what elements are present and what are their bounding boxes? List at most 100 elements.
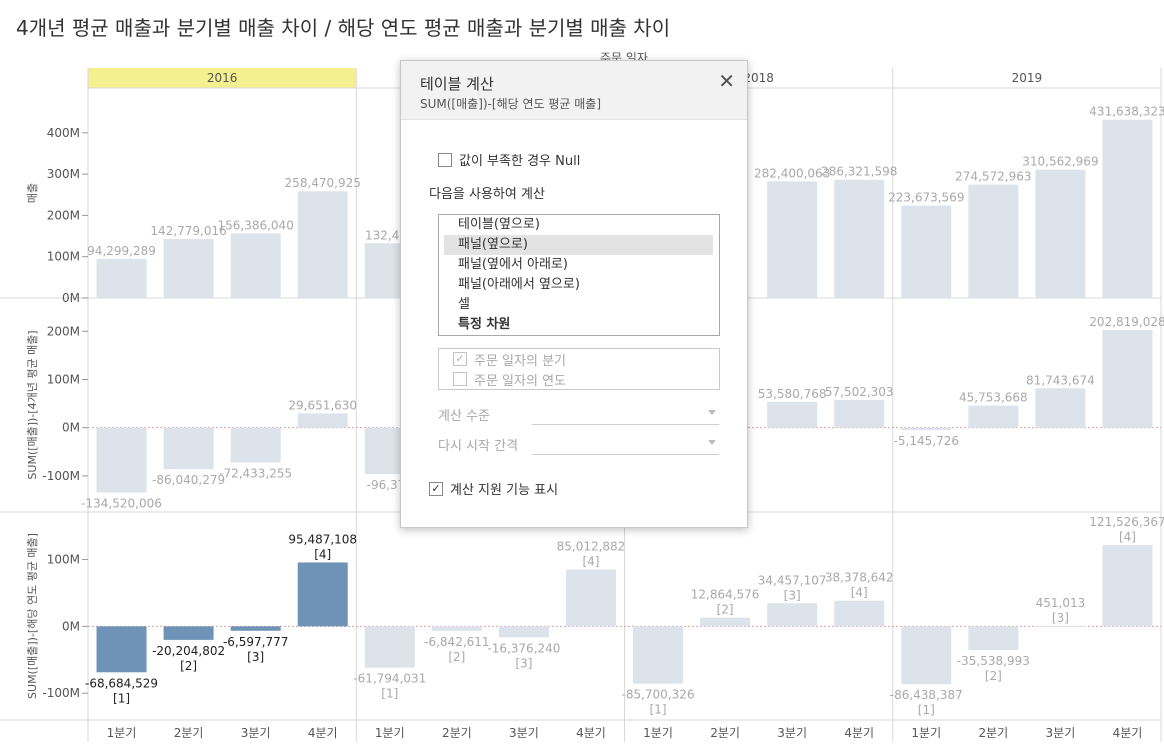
bar [364,626,415,668]
year-header-highlight [88,68,357,88]
y-tick-label: -100M [42,469,80,483]
table-calculation-dialog[interactable]: 테이블 계산 SUM([매출])-[해당 연도 평균 매출] ✕ 값이 부족한 … [400,60,748,528]
rank-label: [4] [1119,530,1136,544]
data-label: 121,526,367 [1089,515,1164,529]
rank-label: [2] [985,669,1002,683]
bar [901,626,952,685]
data-label: 156,386,040 [217,218,293,232]
show-assist-checkbox[interactable]: ✓ [429,481,443,496]
dimension-label: 주문 일자의 연도 [474,373,566,389]
compute-option[interactable]: 패널(아래에서 옆으로) [458,277,580,292]
bar [1102,329,1153,428]
bar [498,626,549,638]
close-icon[interactable]: ✕ [718,69,735,93]
dimension-checkbox-year [453,372,467,386]
bar [297,191,348,298]
bar [968,626,1019,651]
x-tick-label: 2분기 [174,726,204,740]
data-label: -86,040,279 [152,473,225,487]
y-tick-label: 300M [47,167,80,181]
y-tick-label: 0M [62,421,80,435]
compute-option[interactable]: 패널(옆에서 아래로) [458,257,568,272]
show-assist-row[interactable]: ✓ 계산 지원 기능 표시 [429,479,558,498]
chevron-down-icon [708,440,716,445]
data-label: 310,562,969 [1022,155,1098,169]
x-tick-label: 4분기 [1113,726,1143,740]
data-label: 274,572,963 [955,170,1031,184]
data-label: -85,700,326 [622,688,695,702]
y-axis-title: SUM([매출])-[4개년 평균 매출] [26,330,39,479]
data-label: 29,651,630 [288,398,357,412]
x-tick-label: 2분기 [978,726,1008,740]
compute-option[interactable]: 테이블(옆으로) [458,217,540,232]
dimension-row: 주문 일자의 연도 [439,369,719,389]
restart-dropdown [532,434,719,455]
x-tick-label: 2분기 [442,726,472,740]
year-header: 2019 [1012,71,1043,85]
y-tick-label: 100M [47,372,80,386]
bar [834,179,885,298]
null-option-checkbox[interactable] [438,152,452,167]
dimension-checkbox-quarter: ✓ [453,352,467,366]
level-label: 계산 수준 [438,409,490,424]
show-assist-label: 계산 지원 기능 표시 [450,483,559,498]
bar [968,405,1019,428]
null-option-row[interactable]: 값이 부족한 경우 Null [438,150,580,169]
null-option-label: 값이 부족한 경우 Null [459,154,581,169]
bar [230,626,281,631]
bar [767,401,818,428]
bar [431,626,482,631]
chevron-down-icon [708,410,716,415]
data-label: -5,145,726 [894,434,959,448]
data-label: 85,012,882 [557,539,626,553]
compute-using-listbox[interactable]: 테이블(옆으로) 패널(옆으로) 패널(옆에서 아래로) 패널(아래에서 옆으로… [438,214,720,336]
rank-label: [4] [582,554,599,568]
data-label: -35,538,993 [957,654,1030,668]
restart-label: 다시 시작 간격 [438,439,519,454]
bar [1102,119,1153,299]
compute-option-selected[interactable]: 패널(옆으로) [444,235,713,255]
rank-label: [4] [851,586,868,600]
bar [700,617,751,627]
bar [230,233,281,298]
rank-label: [1] [381,687,398,701]
rank-label: [2] [448,650,465,664]
data-label: -6,842,611 [424,635,489,649]
rank-label: [3] [784,588,801,602]
dialog-subtitle: SUM([매출])-[해당 연도 평균 매출] [420,97,602,111]
bar [633,626,684,684]
data-label: -6,597,777 [223,635,288,649]
data-label: 258,470,925 [285,176,361,190]
x-tick-label: 1분기 [107,726,137,740]
rank-label: [1] [113,691,130,705]
x-tick-label: 1분기 [643,726,673,740]
data-label: 53,580,768 [758,387,827,401]
data-label: 34,457,107 [758,573,827,587]
dimension-group: ✓ 주문 일자의 분기 주문 일자의 연도 [438,348,720,390]
y-tick-label: 200M [47,208,80,222]
bar [1035,626,1086,628]
data-label: 81,743,674 [1026,373,1095,387]
compute-option[interactable]: 특정 차원 [458,317,511,332]
y-tick-label: 200M [47,324,80,338]
data-label: 431,638,323 [1089,105,1164,119]
data-label: -68,684,529 [85,676,158,690]
data-label: 223,673,569 [888,191,964,205]
bar [1035,169,1086,298]
data-label: 95,487,108 [288,532,357,546]
data-label: -72,433,255 [219,467,292,481]
rank-label: [4] [314,547,331,561]
rank-label: [1] [650,703,667,717]
bar [1035,388,1086,428]
rank-label: [2] [180,659,197,673]
compute-using-label: 다음을 사용하여 계산 [429,187,545,202]
rank-label: [1] [918,703,935,717]
data-label: 94,299,289 [87,244,156,258]
data-label: -20,204,802 [152,644,225,658]
dimension-row: ✓ 주문 일자의 분기 [439,349,719,369]
x-tick-label: 4분기 [844,726,874,740]
level-dropdown [532,404,719,425]
compute-option[interactable]: 셀 [458,297,470,312]
rank-label: [3] [247,650,264,664]
y-tick-label: 400M [47,126,80,140]
